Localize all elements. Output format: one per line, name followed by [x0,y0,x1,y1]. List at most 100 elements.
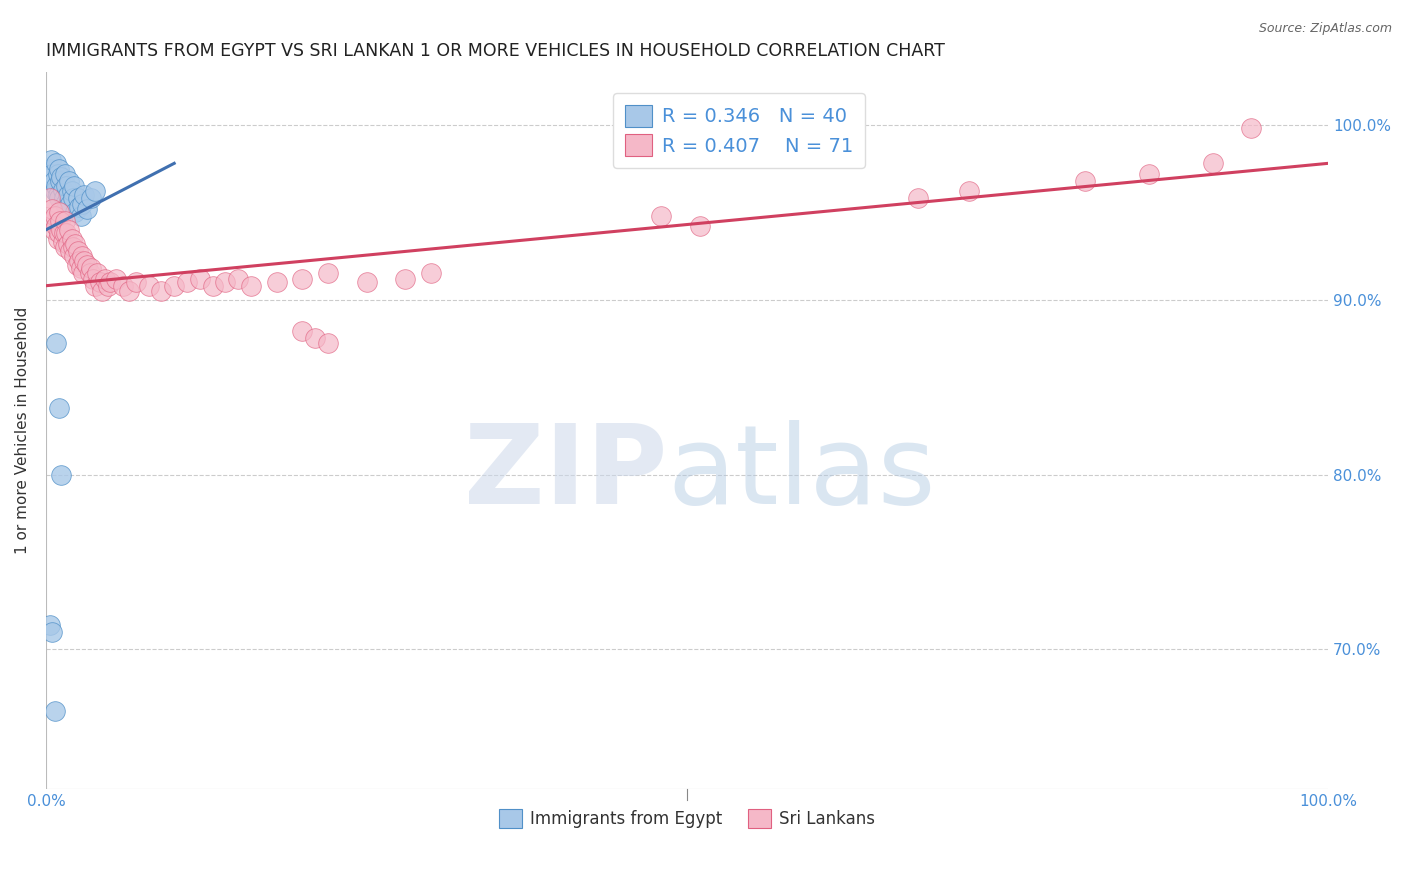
Point [49,174,72,188]
Point [53,214,76,228]
Point [58,174,80,188]
Point [1073,174,1095,188]
Point [69,209,91,223]
Point [59,196,82,211]
Point [91,284,114,298]
Point [55,179,77,194]
Point [86,267,108,281]
Point [48,161,70,176]
Point [316,336,339,351]
Point [53,196,76,211]
Point [44,184,66,198]
Text: IMMIGRANTS FROM EGYPT VS SRI LANKAN 1 OR MORE VEHICLES IN HOUSEHOLD CORRELATION : IMMIGRANTS FROM EGYPT VS SRI LANKAN 1 OR… [46,42,945,60]
Text: atlas: atlas [668,420,936,527]
Point [67,200,90,214]
Point [41,167,63,181]
Point [52,191,75,205]
Point [125,275,148,289]
Point [39,214,62,228]
Point [176,275,198,289]
Point [41,202,63,216]
Point [39,153,62,167]
Point [45,336,67,351]
Point [957,184,980,198]
Point [59,244,82,258]
Point [650,209,672,223]
Point [63,179,86,194]
Point [62,240,84,254]
Text: Source: ZipAtlas.com: Source: ZipAtlas.com [1258,22,1392,36]
Point [214,275,236,289]
Point [52,235,75,249]
Point [42,174,65,188]
Point [53,240,76,254]
Point [76,202,98,216]
Point [65,236,87,251]
Point [62,191,84,205]
Point [42,223,65,237]
Point [55,227,77,241]
Point [48,191,70,205]
Point [52,227,75,241]
Y-axis label: 1 or more Vehicles in Household: 1 or more Vehicles in Household [15,307,30,555]
Point [72,267,94,281]
Point [80,261,103,276]
Point [419,267,441,281]
Point [69,261,91,276]
Point [67,254,90,268]
Point [394,271,416,285]
Point [45,179,67,194]
Point [58,223,80,237]
Point [907,191,929,205]
Point [105,271,128,285]
Point [38,170,60,185]
Point [356,275,378,289]
Point [51,467,73,482]
Point [73,254,96,268]
Point [53,167,76,181]
Point [98,275,121,289]
Point [48,401,70,416]
Point [291,324,314,338]
Point [56,236,79,251]
Point [188,271,211,285]
Point [66,258,89,272]
Point [89,275,111,289]
Legend: Immigrants from Egypt, Sri Lankans: Immigrants from Egypt, Sri Lankans [492,802,882,835]
Text: ZIP: ZIP [464,420,668,527]
Point [60,184,83,198]
Point [226,271,249,285]
Point [63,249,86,263]
Point [52,183,75,197]
Point [266,275,288,289]
Point [83,278,105,293]
Point [201,278,224,293]
Point [316,267,339,281]
Point [49,214,72,228]
Point [48,205,70,219]
Point [70,249,93,263]
Point [96,278,118,293]
Point [1240,121,1263,136]
Point [1137,167,1160,181]
Point [45,219,67,234]
Point [51,170,73,185]
Point [80,191,103,205]
Point [48,227,70,241]
Point [111,278,134,293]
Point [240,278,263,293]
Point [46,187,69,202]
Point [38,191,60,205]
Point [291,271,314,285]
Point [82,271,104,285]
Point [94,271,117,285]
Point [60,231,83,245]
Point [118,284,141,298]
Point [66,244,89,258]
Point [38,618,60,632]
Point [51,223,73,237]
Point [1202,156,1225,170]
Point [150,284,173,298]
Point [56,187,79,202]
Point [83,184,105,198]
